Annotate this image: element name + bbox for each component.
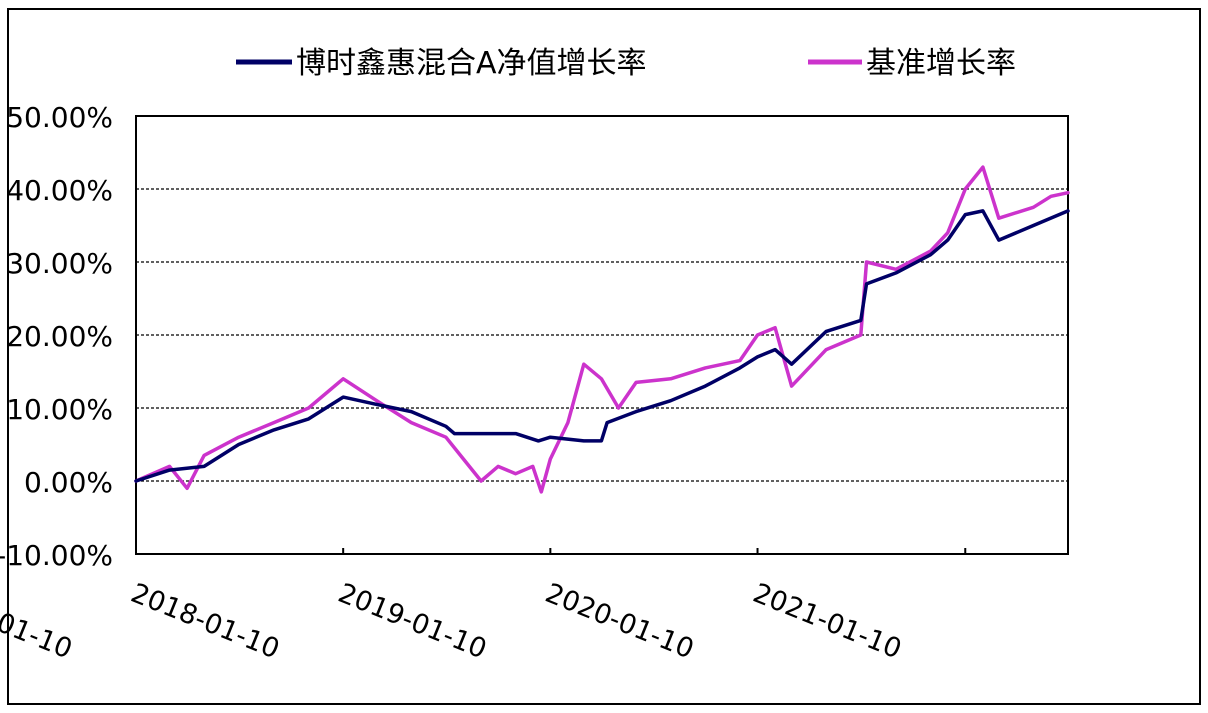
series-line-fund bbox=[134, 209, 1070, 483]
series-lines bbox=[134, 165, 1070, 494]
y-tick-label: 0.00% bbox=[24, 466, 113, 499]
y-tick-label: -10.00% bbox=[0, 539, 113, 572]
legend-label-fund: 博时鑫惠混合A净值增长率 bbox=[296, 46, 647, 81]
y-tick-label: 40.00% bbox=[6, 174, 113, 207]
y-tick-label: 10.00% bbox=[6, 393, 113, 426]
y-axis: 50.00% 40.00% 30.00% 20.00% 10.00% 0.00% -10.0… bbox=[0, 101, 113, 572]
series-line-benchmark bbox=[134, 165, 1070, 494]
y-tick-label: 30.00% bbox=[6, 247, 113, 280]
y-tick-label: 50.00% bbox=[6, 101, 113, 134]
legend-label-benchmark: 基准增长率 bbox=[866, 46, 1016, 81]
legend: 博时鑫惠混合A净值增长率 基准增长率 bbox=[236, 46, 1016, 81]
y-tick-label: 20.00% bbox=[6, 320, 113, 353]
